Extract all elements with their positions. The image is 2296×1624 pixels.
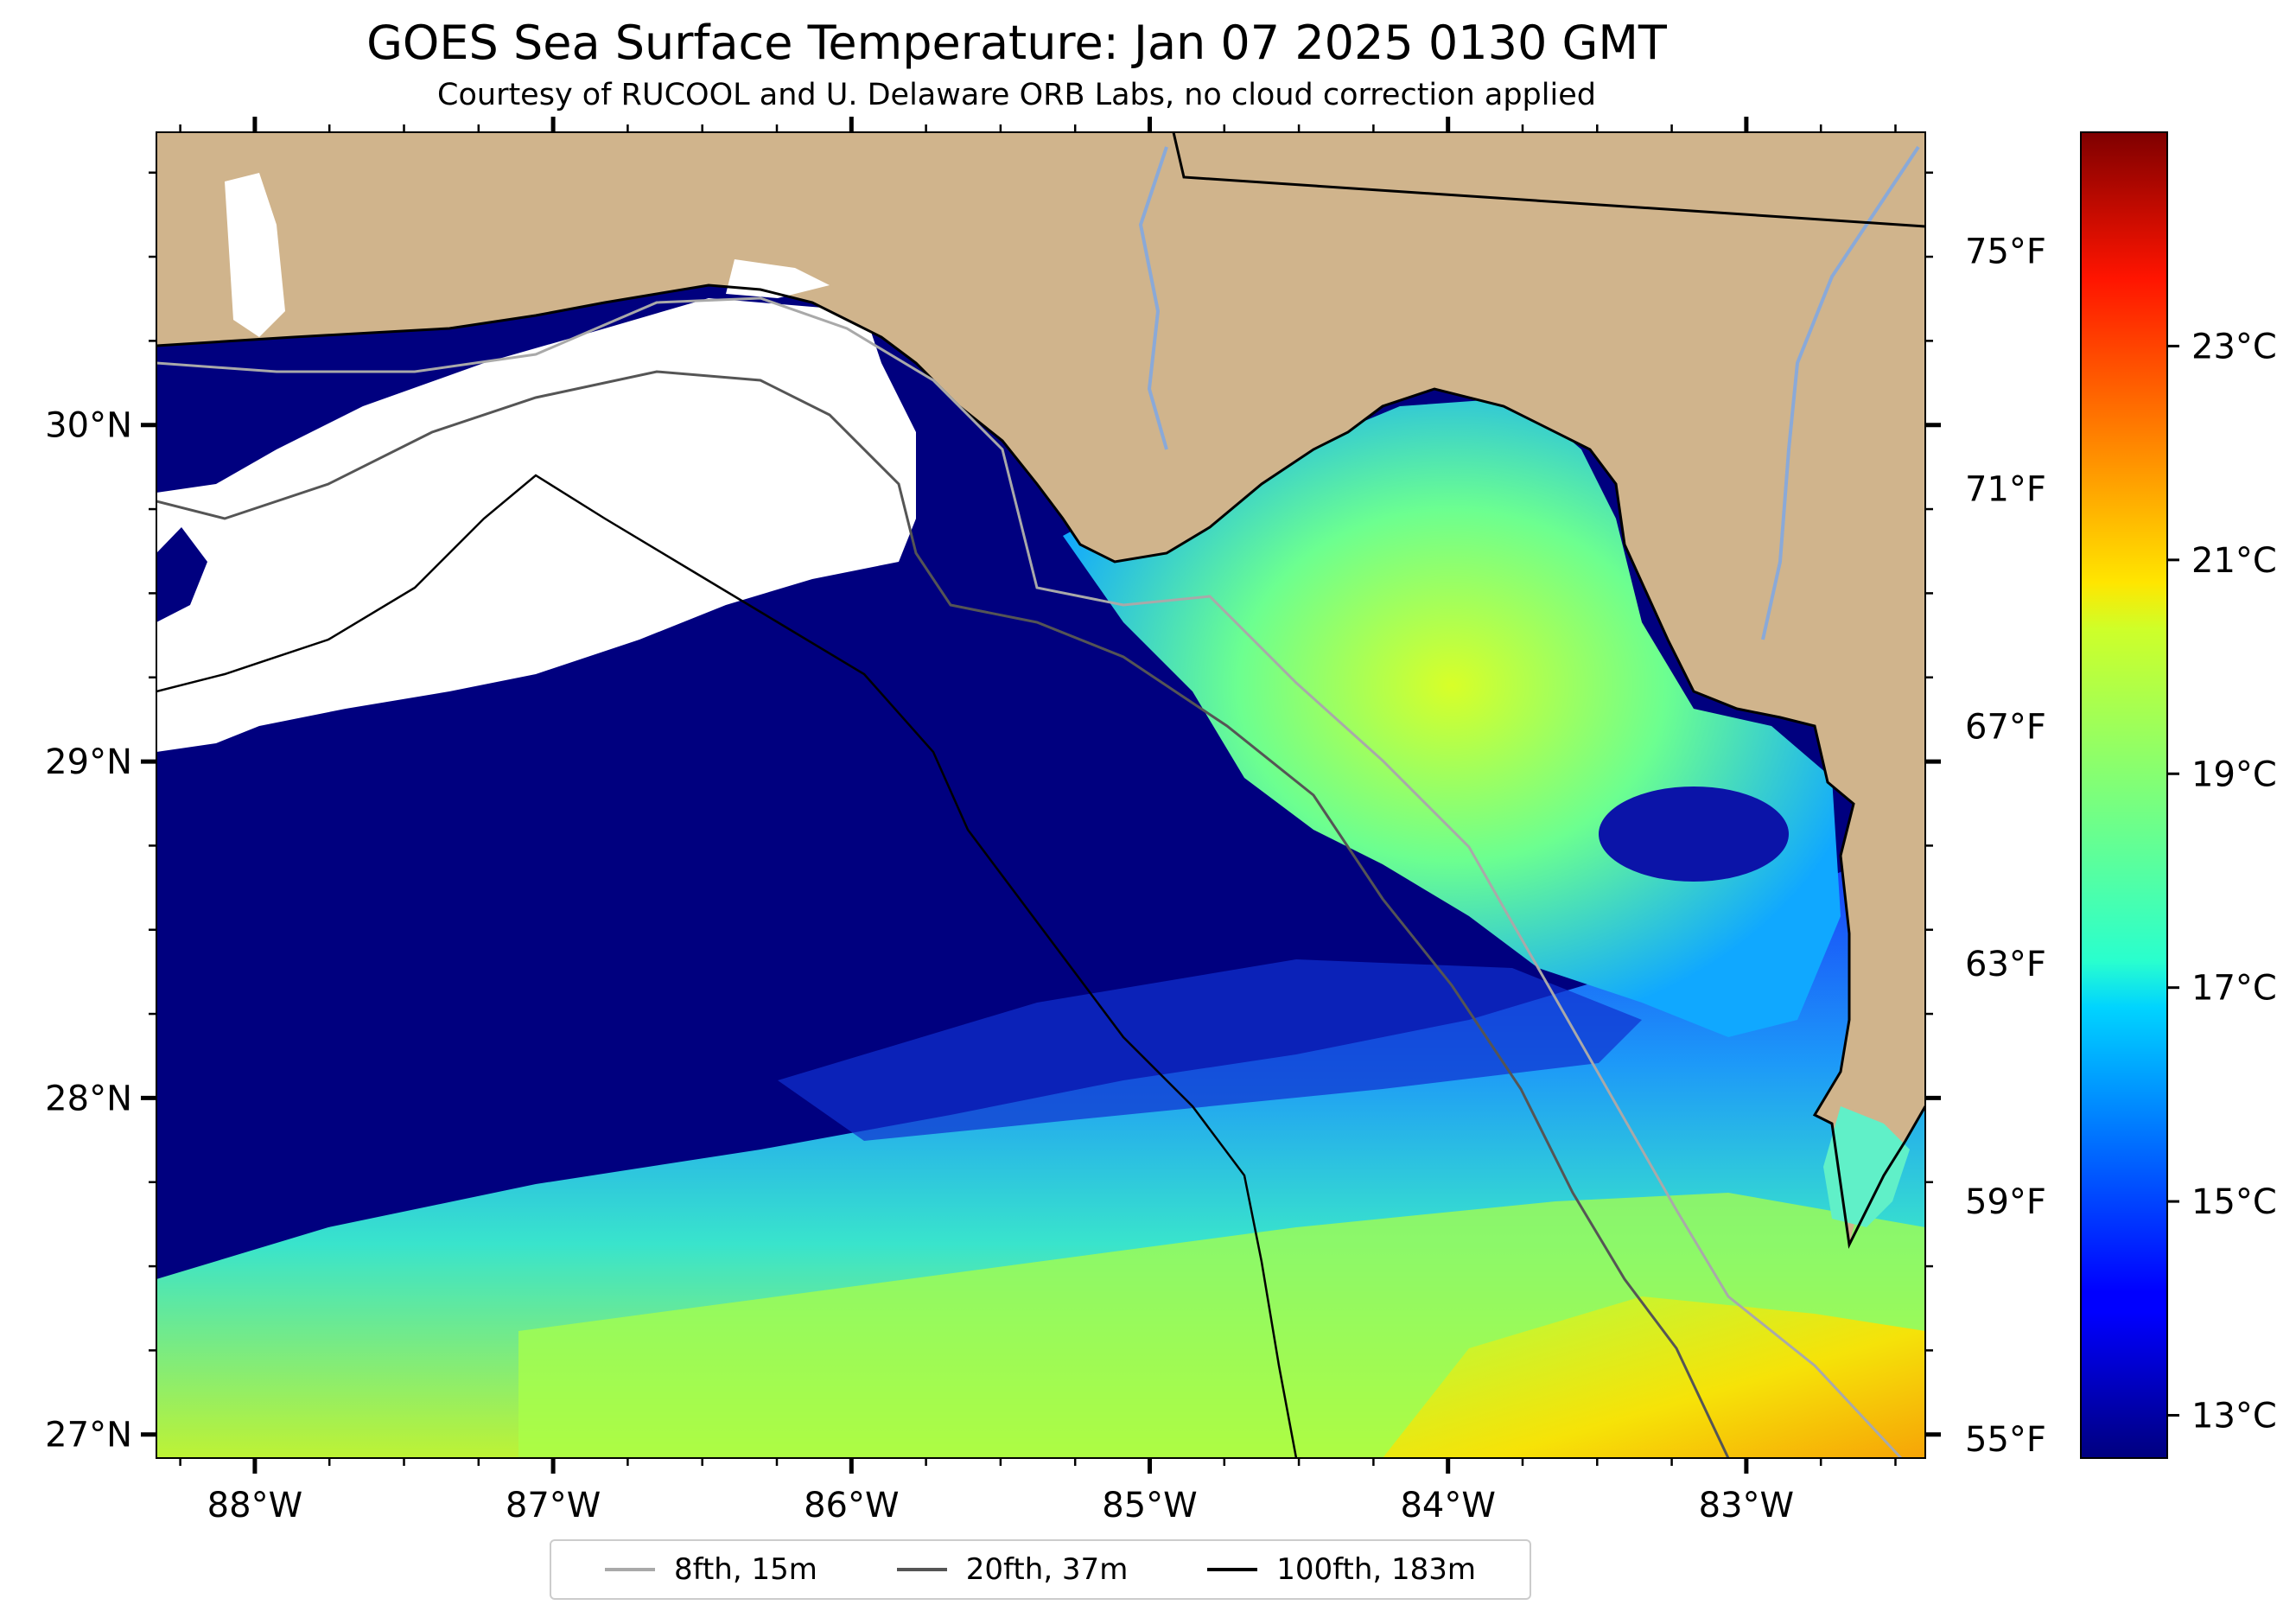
lon-tick-label: 83°W [1699, 1486, 1794, 1525]
colorbar-axis: 13°C 15°C 17°C 19°C 21°C 23°C [2167, 327, 2277, 1436]
colorbar-tick-label: 19°C [2191, 755, 2277, 794]
colorbar-tick-label: 21°C [2191, 541, 2277, 581]
lon-tick-label: 86°W [804, 1486, 899, 1525]
big-bend-warm-area [1063, 398, 1841, 1037]
southeast-warm-patch [1383, 1296, 1925, 1458]
isobath-8fth [156, 296, 1903, 1458]
fahrenheit-tick-label: 75°F [1965, 232, 2046, 271]
figure-subtitle: Courtesy of RUCOOL and U. Delaware ORB L… [437, 78, 1596, 112]
lon-tick-label: 85°W [1102, 1486, 1197, 1525]
cloud-mask [156, 298, 916, 752]
colorbar-tick-label: 15°C [2191, 1182, 2277, 1222]
colorbar-tick-label: 17°C [2191, 969, 2277, 1009]
map-frame [156, 131, 1926, 1459]
bay-water [225, 173, 285, 337]
legend-item-100fth: 100fth, 183m [1207, 1552, 1476, 1587]
legend-swatch [896, 1568, 947, 1571]
mid-shelf-blue [778, 959, 1642, 1141]
fahrenheit-axis: 55°F 59°F 63°F 67°F 71°F 75°F [1965, 232, 2046, 1460]
colorbar-tick-label: 23°C [2191, 327, 2277, 366]
lon-tick-label: 84°W [1400, 1486, 1495, 1525]
isobath-20fth [156, 370, 1730, 1458]
legend-swatch [1207, 1568, 1258, 1571]
colorbar-tick-label: 13°C [2191, 1397, 2277, 1436]
fahrenheit-tick-label: 63°F [1965, 945, 2046, 984]
fahrenheit-tick-label: 55°F [1965, 1420, 2046, 1460]
lat-tick-label: 27°N [45, 1416, 132, 1455]
river [1138, 146, 1168, 450]
land-mass [156, 132, 1925, 1245]
legend-label: 100fth, 183m [1276, 1552, 1477, 1587]
longitude-axis: 88°W 87°W 86°W 85°W 84°W 83°W [179, 117, 1897, 1525]
lat-tick-label: 29°N [45, 742, 132, 782]
river [1761, 145, 1920, 640]
isobath-legend: 8fth, 15m 20fth, 37m 100fth, 183m [550, 1539, 1531, 1600]
legend-item-20fth: 20fth, 37m [896, 1552, 1129, 1587]
state-boundary [1172, 132, 1925, 228]
figure-title: GOES Sea Surface Temperature: Jan 07 202… [366, 16, 1667, 70]
cloud-edge-gap [156, 527, 207, 622]
isobath-100fth [156, 474, 1298, 1458]
sst-field [156, 132, 1925, 1458]
lon-tick-label: 88°W [207, 1486, 302, 1525]
latitude-axis: 27°N 28°N 29°N 30°N [45, 171, 1941, 1455]
legend-label: 8fth, 15m [673, 1552, 817, 1587]
cold-pocket [1599, 787, 1789, 882]
legend-label: 20fth, 37m [965, 1552, 1129, 1587]
lat-tick-label: 30°N [45, 406, 132, 446]
coastline [156, 283, 1925, 1249]
lat-tick-label: 28°N [45, 1079, 132, 1118]
legend-swatch [604, 1568, 655, 1571]
fahrenheit-tick-label: 71°F [1965, 469, 2046, 509]
fahrenheit-tick-label: 67°F [1965, 707, 2046, 747]
fahrenheit-tick-label: 59°F [1965, 1182, 2046, 1222]
coastal-bay [1823, 1106, 1910, 1227]
legend-item-8fth: 8fth, 15m [604, 1552, 817, 1587]
colorbar [2080, 131, 2168, 1459]
lon-tick-label: 87°W [506, 1486, 601, 1525]
